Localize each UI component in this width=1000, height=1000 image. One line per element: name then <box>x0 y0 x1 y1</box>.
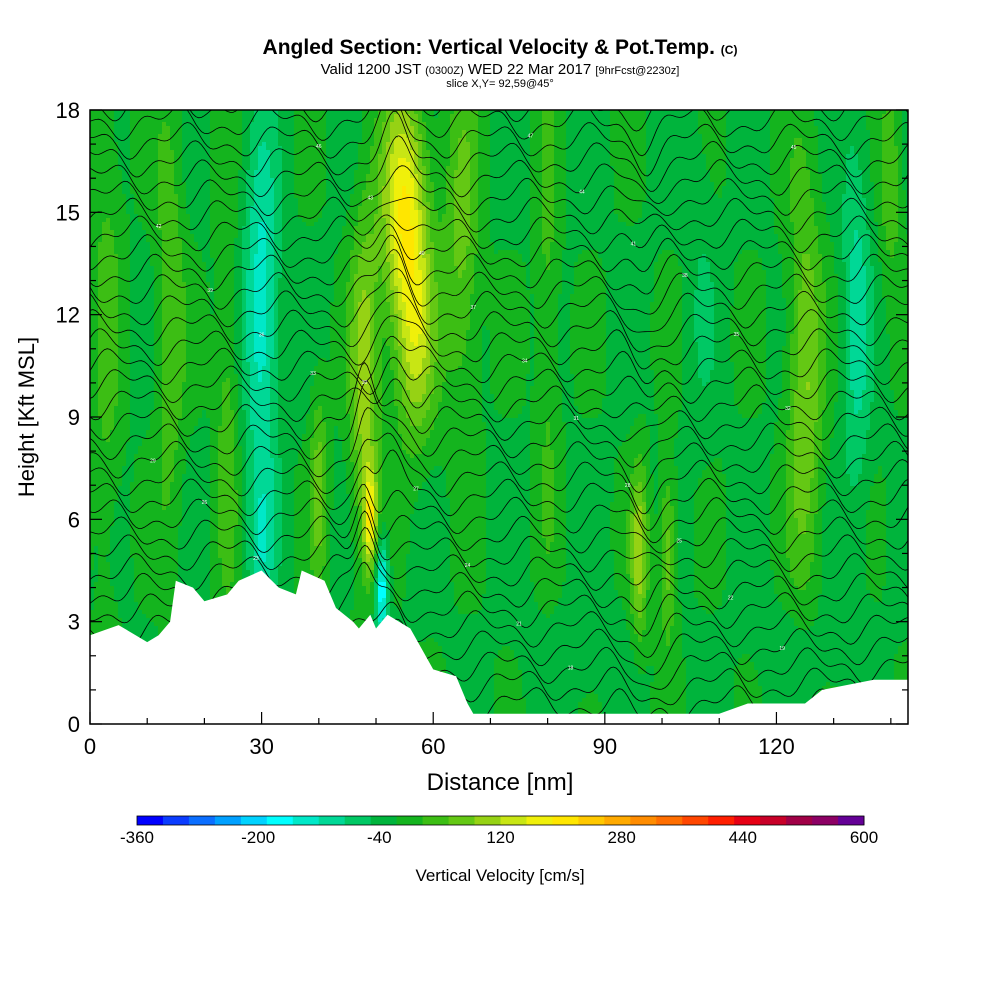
colorbar-segment <box>501 816 527 825</box>
y-tick-label: 3 <box>68 610 80 635</box>
contour-label: 43 <box>368 195 374 201</box>
contour-label: 25 <box>676 539 682 545</box>
y-tick-label: 18 <box>56 98 80 123</box>
contour-label: 34 <box>522 359 528 365</box>
colorbar-segment <box>630 816 656 825</box>
contour-label: 47 <box>528 133 534 139</box>
colorbar-segment <box>189 816 215 825</box>
x-tick-label: 120 <box>758 734 795 759</box>
colorbar-segment <box>552 816 578 825</box>
colorbar-segment <box>838 816 864 825</box>
y-tick-label: 9 <box>68 405 80 430</box>
y-axis-label: Height [Kft MSL] <box>14 337 39 497</box>
colorbar-segment <box>526 816 552 825</box>
colorbar-segment <box>293 816 319 825</box>
colorbar: -360 -200 -40 120 280 440 600 <box>120 816 878 847</box>
colorbar-segment <box>215 816 241 825</box>
contour-label: 40 <box>419 251 425 257</box>
cross-section-chart: 1617181920212223242526272829303132333435… <box>0 0 1000 1000</box>
colorbar-tick-label: 280 <box>607 828 635 847</box>
contour-label: 21 <box>516 621 522 627</box>
colorbar-segment <box>734 816 760 825</box>
x-tick-label: 60 <box>421 734 445 759</box>
contour-label: 29 <box>150 459 156 465</box>
y-tick-label: 12 <box>56 303 80 328</box>
colorbar-segment <box>267 816 293 825</box>
colorbar-tick-label: -200 <box>241 828 275 847</box>
colorbar-segment <box>449 816 475 825</box>
y-tick-label: 0 <box>68 712 80 737</box>
colorbar-segment <box>786 816 812 825</box>
colorbar-label: Vertical Velocity [cm/s] <box>415 866 584 885</box>
colorbar-segment <box>604 816 630 825</box>
contour-label: 22 <box>728 596 734 602</box>
colorbar-segment <box>578 816 604 825</box>
colorbar-segment <box>163 816 189 825</box>
colorbar-segment <box>319 816 345 825</box>
contour-label: 28 <box>625 483 631 489</box>
colorbar-tick-label: 440 <box>729 828 757 847</box>
x-tick-label: 30 <box>249 734 273 759</box>
x-tick-label: 0 <box>84 734 96 759</box>
y-tick-label: 6 <box>68 507 80 532</box>
colorbar-tick-label: -40 <box>367 828 392 847</box>
contour-label: 31 <box>573 416 579 422</box>
colorbar-segment <box>241 816 267 825</box>
colorbar-segment <box>475 816 501 825</box>
contour-label: 42 <box>156 224 162 230</box>
contour-label: 37 <box>470 305 476 311</box>
contour-label: 23 <box>253 556 259 562</box>
colorbar-tick-label: 600 <box>850 828 878 847</box>
contour-label: 41 <box>631 241 637 247</box>
colorbar-segment <box>656 816 682 825</box>
contour-label: 35 <box>734 332 740 338</box>
x-axis-label: Distance [nm] <box>427 769 574 796</box>
colorbar-tick-label: 120 <box>486 828 514 847</box>
colorbar-tick-label: -360 <box>120 828 154 847</box>
contour-label: 19 <box>779 646 785 652</box>
contour-label: 46 <box>316 144 322 150</box>
colorbar-segment <box>682 816 708 825</box>
contour-label: 26 <box>202 500 208 506</box>
colorbar-segment <box>345 816 371 825</box>
contour-label: 30 <box>362 380 368 386</box>
contour-label: 18 <box>568 665 574 671</box>
contour-label: 48 <box>739 104 745 110</box>
contour-label: 24 <box>465 563 471 569</box>
x-tick-label: 90 <box>593 734 617 759</box>
contour-label: 44 <box>579 189 585 195</box>
contour-label: 38 <box>682 273 688 279</box>
contour-label: 36 <box>259 333 265 339</box>
colorbar-segment <box>137 816 163 825</box>
contour-label: 39 <box>207 288 213 294</box>
colorbar-segment <box>371 816 397 825</box>
colorbar-segment <box>760 816 786 825</box>
contour-label: 33 <box>310 371 316 377</box>
colorbar-segment <box>708 816 734 825</box>
colorbar-segment <box>812 816 838 825</box>
contour-label: 27 <box>413 486 419 492</box>
contour-label: 45 <box>791 145 797 151</box>
colorbar-segment <box>397 816 423 825</box>
y-tick-label: 15 <box>56 200 80 225</box>
colorbar-segment <box>423 816 449 825</box>
contour-label: 32 <box>785 406 791 412</box>
